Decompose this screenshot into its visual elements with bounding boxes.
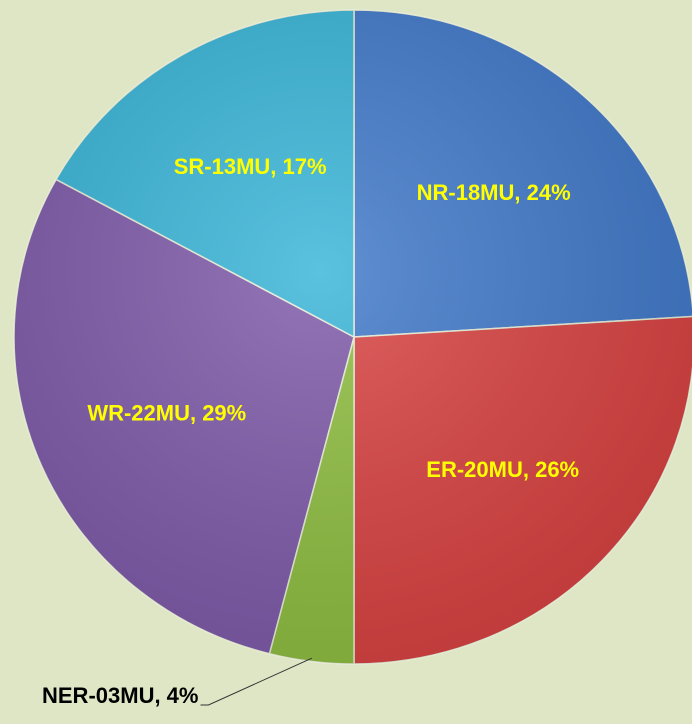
data-label: SR-13MU, 17%: [174, 154, 327, 179]
pie-slice: [353, 9, 692, 338]
pie-slice: [353, 315, 692, 665]
data-label: ER-20MU, 26%: [426, 457, 579, 482]
data-label: NER-03MU, 4%: [42, 683, 198, 708]
data-label: WR-22MU, 29%: [87, 401, 246, 426]
data-label: NR-18MU, 24%: [417, 180, 571, 205]
leader-line: [200, 657, 313, 706]
